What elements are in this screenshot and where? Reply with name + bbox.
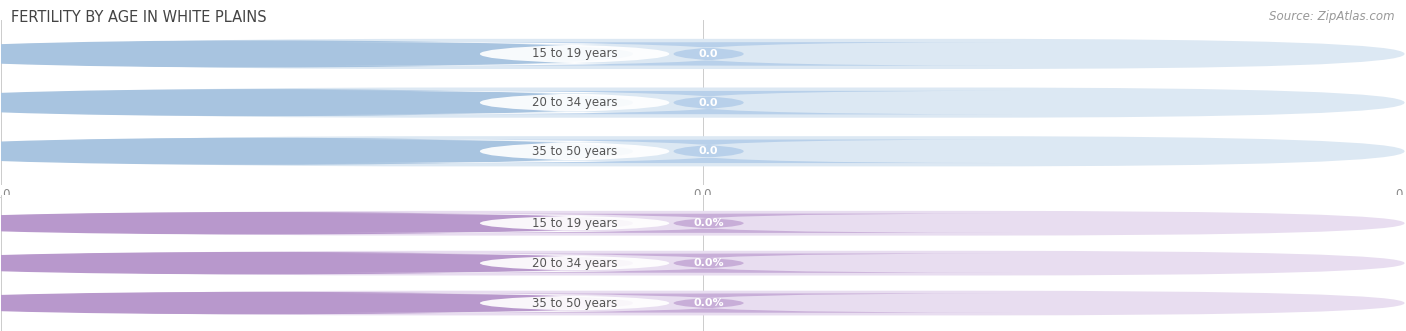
Text: 15 to 19 years: 15 to 19 years xyxy=(531,217,617,230)
FancyBboxPatch shape xyxy=(1,87,1405,118)
FancyBboxPatch shape xyxy=(330,213,820,233)
Circle shape xyxy=(0,293,633,313)
Text: 0.0%: 0.0% xyxy=(693,258,724,268)
Circle shape xyxy=(0,90,633,116)
Text: 20 to 34 years: 20 to 34 years xyxy=(531,96,617,109)
FancyBboxPatch shape xyxy=(1,211,1405,236)
FancyBboxPatch shape xyxy=(405,139,1012,163)
FancyBboxPatch shape xyxy=(1,39,1405,69)
FancyBboxPatch shape xyxy=(1,136,1405,166)
Text: Source: ZipAtlas.com: Source: ZipAtlas.com xyxy=(1270,10,1395,23)
FancyBboxPatch shape xyxy=(405,91,1012,115)
FancyBboxPatch shape xyxy=(330,42,820,66)
FancyBboxPatch shape xyxy=(405,293,1012,313)
FancyBboxPatch shape xyxy=(405,42,1012,66)
Circle shape xyxy=(0,213,633,234)
FancyBboxPatch shape xyxy=(330,91,820,115)
FancyBboxPatch shape xyxy=(330,254,820,273)
Text: 0.0%: 0.0% xyxy=(693,298,724,308)
Text: 0.0%: 0.0% xyxy=(693,218,724,228)
FancyBboxPatch shape xyxy=(1,251,1405,275)
Text: 15 to 19 years: 15 to 19 years xyxy=(531,47,617,61)
Text: 0.0: 0.0 xyxy=(699,49,718,59)
Text: 35 to 50 years: 35 to 50 years xyxy=(531,297,617,309)
FancyBboxPatch shape xyxy=(330,139,820,163)
FancyBboxPatch shape xyxy=(405,254,1012,273)
Circle shape xyxy=(0,41,633,67)
FancyBboxPatch shape xyxy=(405,213,1012,233)
Text: 35 to 50 years: 35 to 50 years xyxy=(531,145,617,158)
Text: 20 to 34 years: 20 to 34 years xyxy=(531,257,617,270)
Text: 0.0: 0.0 xyxy=(699,98,718,108)
FancyBboxPatch shape xyxy=(1,291,1405,315)
Text: 0.0: 0.0 xyxy=(699,146,718,156)
Circle shape xyxy=(0,253,633,274)
Text: FERTILITY BY AGE IN WHITE PLAINS: FERTILITY BY AGE IN WHITE PLAINS xyxy=(11,10,267,25)
FancyBboxPatch shape xyxy=(330,293,820,313)
Circle shape xyxy=(0,138,633,164)
